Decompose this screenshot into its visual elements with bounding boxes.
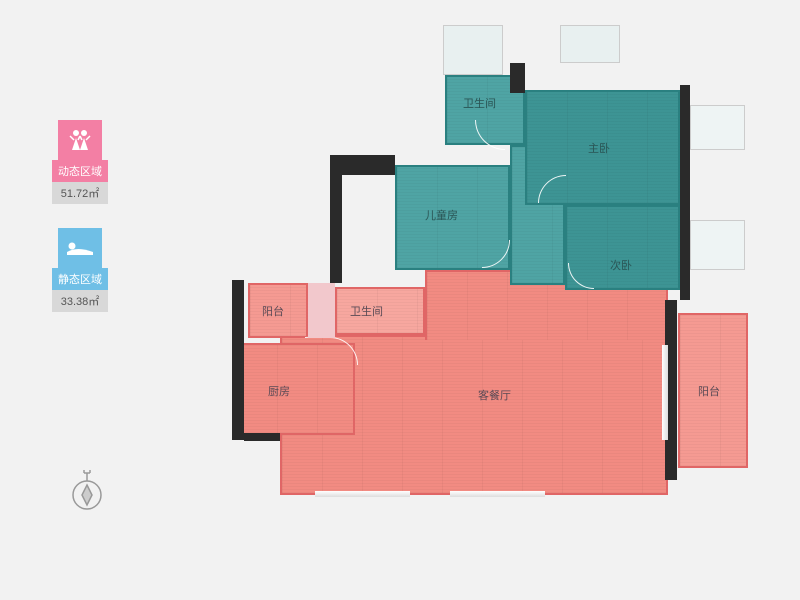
room-balcony-1 — [248, 283, 308, 338]
wall-4 — [680, 85, 690, 300]
wall-6 — [244, 433, 280, 441]
window-strip-1 — [315, 491, 410, 497]
window-strip-2 — [450, 491, 545, 497]
room-bath-1 — [335, 287, 425, 335]
wall-5 — [232, 280, 244, 440]
feature-bay-4 — [690, 220, 745, 270]
legend-label-dynamic: 动态区域 — [52, 160, 108, 182]
wall-3 — [510, 63, 525, 93]
legend-item-dynamic: 动态区域 51.72㎡ — [52, 120, 108, 204]
legend-panel: 动态区域 51.72㎡ 静态区域 33.38㎡ — [52, 120, 108, 336]
door-arc-1 — [475, 120, 505, 150]
people-icon — [58, 120, 102, 160]
wall-2 — [330, 155, 342, 283]
compass-icon — [70, 470, 104, 517]
legend-value-dynamic: 51.72㎡ — [52, 182, 108, 204]
legend-value-static: 33.38㎡ — [52, 290, 108, 312]
sleep-icon — [58, 228, 102, 268]
legend-item-static: 静态区域 33.38㎡ — [52, 228, 108, 312]
floorplan: 阳台 厨房 阳台 卫生间 客餐厅 儿童房 卫生间 主卧 次卧 — [200, 25, 760, 530]
feature-bay-2 — [560, 25, 620, 63]
gap-1 — [308, 283, 335, 338]
room-balcony-2 — [678, 313, 748, 468]
legend-label-static: 静态区域 — [52, 268, 108, 290]
window-strip-3 — [662, 345, 668, 440]
feature-bay-1 — [443, 25, 503, 75]
feature-bay-3 — [690, 105, 745, 150]
